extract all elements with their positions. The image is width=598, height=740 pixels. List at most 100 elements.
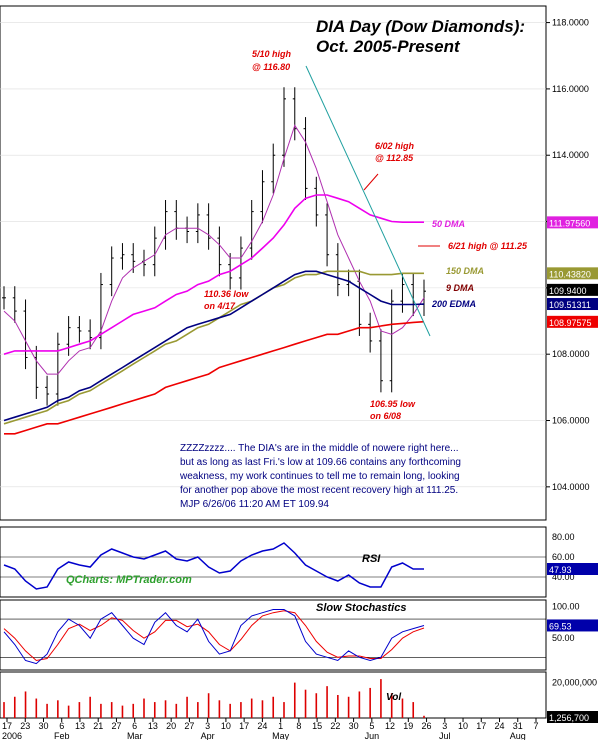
annotation-high-602-a: 6/02 high xyxy=(375,141,415,151)
price-bar xyxy=(368,312,373,353)
value-tag: 108.97575 xyxy=(547,315,598,328)
value-tag-label: 109.9400 xyxy=(549,286,587,296)
price-bar xyxy=(217,226,222,277)
x-day-label: 27 xyxy=(184,721,194,731)
x-day-label: 17 xyxy=(476,721,486,731)
x-month-label: May xyxy=(272,731,290,740)
volume-value-tag xyxy=(547,711,598,723)
annotation-high-510-a: 5/10 high xyxy=(252,49,292,59)
stoch-label: Slow Stochastics xyxy=(316,602,406,614)
price-tick-label: 104.0000 xyxy=(552,482,590,492)
price-bar xyxy=(238,236,243,290)
x-month-label: Mar xyxy=(127,731,143,740)
x-month-label: Jun xyxy=(365,731,380,740)
price-bar xyxy=(152,226,157,277)
chart-title-line1: DIA Day (Dow Diamonds): xyxy=(316,17,525,36)
ma-line-200-dma-red xyxy=(4,320,425,435)
stoch-value-tag-label: 69.53 xyxy=(549,621,572,631)
label-9-dma: 9 DMA xyxy=(446,283,474,293)
value-tag: 109.51311 xyxy=(547,298,598,311)
ma-line-200-edma xyxy=(3,270,425,422)
x-month-label: Aug xyxy=(510,731,526,740)
price-bar xyxy=(66,316,71,356)
price-bar xyxy=(325,203,330,267)
x-day-label: 1 xyxy=(278,721,283,731)
price-bar xyxy=(378,329,383,393)
x-day-label: 21 xyxy=(93,721,103,731)
price-tick-label: 106.0000 xyxy=(552,416,590,426)
x-day-label: 22 xyxy=(330,721,340,731)
price-bar xyxy=(282,87,286,167)
x-day-label: 7 xyxy=(533,721,538,731)
label-150-dma: 150 DMA xyxy=(446,266,484,276)
volume-tick-label: 20,000,000 xyxy=(552,678,597,688)
price-bar xyxy=(400,272,405,313)
annotation-low-417-b: on 4/17 xyxy=(204,301,236,311)
x-day-label: 31 xyxy=(513,721,523,731)
price-bar xyxy=(303,117,308,200)
price-bar xyxy=(314,176,319,227)
x-day-label: 8 xyxy=(296,721,301,731)
price-bar xyxy=(260,170,265,224)
stoch-tick-label: 50.00 xyxy=(552,633,575,643)
rsi-tick-label: 60.00 xyxy=(552,552,575,562)
x-day-label: 30 xyxy=(349,721,359,731)
label-200-edma: 200 EDMA xyxy=(431,299,476,309)
annotation-low-608-a: 106.95 low xyxy=(370,399,416,409)
price-bar xyxy=(55,332,60,406)
stoch-d-line xyxy=(3,610,425,662)
price-bar xyxy=(98,272,103,350)
value-tag-bg xyxy=(547,315,598,328)
x-day-label: 24 xyxy=(495,721,505,731)
x-day-label: 15 xyxy=(312,721,322,731)
x-day-label: 23 xyxy=(20,721,30,731)
price-bar xyxy=(88,319,93,350)
x-day-label: 17 xyxy=(2,721,12,731)
x-day-label: 5 xyxy=(369,721,374,731)
ma-line-150-dma xyxy=(3,270,424,425)
price-bar xyxy=(249,199,254,260)
x-day-label: 12 xyxy=(385,721,395,731)
x-day-label: 10 xyxy=(221,721,231,731)
x-day-label: 19 xyxy=(403,721,413,731)
price-tick-label: 116.0000 xyxy=(552,84,589,94)
price-bar xyxy=(206,203,211,250)
price-bar xyxy=(23,299,28,370)
price-bar xyxy=(271,143,276,194)
rsi-value-tag xyxy=(547,563,598,575)
price-bar xyxy=(12,286,17,323)
ma-line-9-dma xyxy=(3,124,425,375)
annotation-high-602-b: @ 112.85 xyxy=(375,153,414,163)
volume-label: Vol xyxy=(386,692,401,703)
commentary-line-3: weakness, my work continues to tell me t… xyxy=(179,471,460,482)
price-tick-label: 118.0000 xyxy=(552,18,589,28)
commentary-block: ZZZZzzzz.... The DIA's are in the middle… xyxy=(179,443,461,510)
value-tag-bg xyxy=(547,267,598,280)
commentary-line-1: ZZZZzzzz.... The DIA's are in the middle… xyxy=(180,443,459,454)
annotation-arrow-602 xyxy=(363,173,379,191)
value-tag: 109.9400 xyxy=(547,283,598,296)
price-bar xyxy=(389,289,394,393)
price-bar xyxy=(45,375,50,406)
commentary-line-4: for another pop above the most recent re… xyxy=(180,485,458,496)
price-tick-label: 108.0000 xyxy=(552,349,590,359)
price-bar xyxy=(2,286,6,310)
x-day-label: 6 xyxy=(59,721,64,731)
rsi-line xyxy=(3,542,424,590)
value-tag-label: 110.43820 xyxy=(549,269,591,279)
value-tag-bg xyxy=(547,216,598,229)
commentary-line-2: but as long as last Fri.'s low at 109.66… xyxy=(180,457,461,468)
stoch-k-line xyxy=(3,609,425,665)
x-month-label: Jul xyxy=(439,731,451,740)
price-bar xyxy=(77,316,82,343)
rsi-value-tag-label: 47.93 xyxy=(549,565,572,575)
x-day-label: 13 xyxy=(148,721,158,731)
annotation-low-608-b: on 6/08 xyxy=(370,411,401,421)
x-day-label: 27 xyxy=(111,721,121,731)
stoch-value-tag xyxy=(547,619,598,632)
value-tag-label: 111.97560 xyxy=(549,218,590,228)
value-tag-bg xyxy=(547,283,598,296)
x-day-label: 3 xyxy=(442,721,447,731)
price-bar xyxy=(195,203,200,244)
value-tag-label: 109.51311 xyxy=(549,300,591,310)
